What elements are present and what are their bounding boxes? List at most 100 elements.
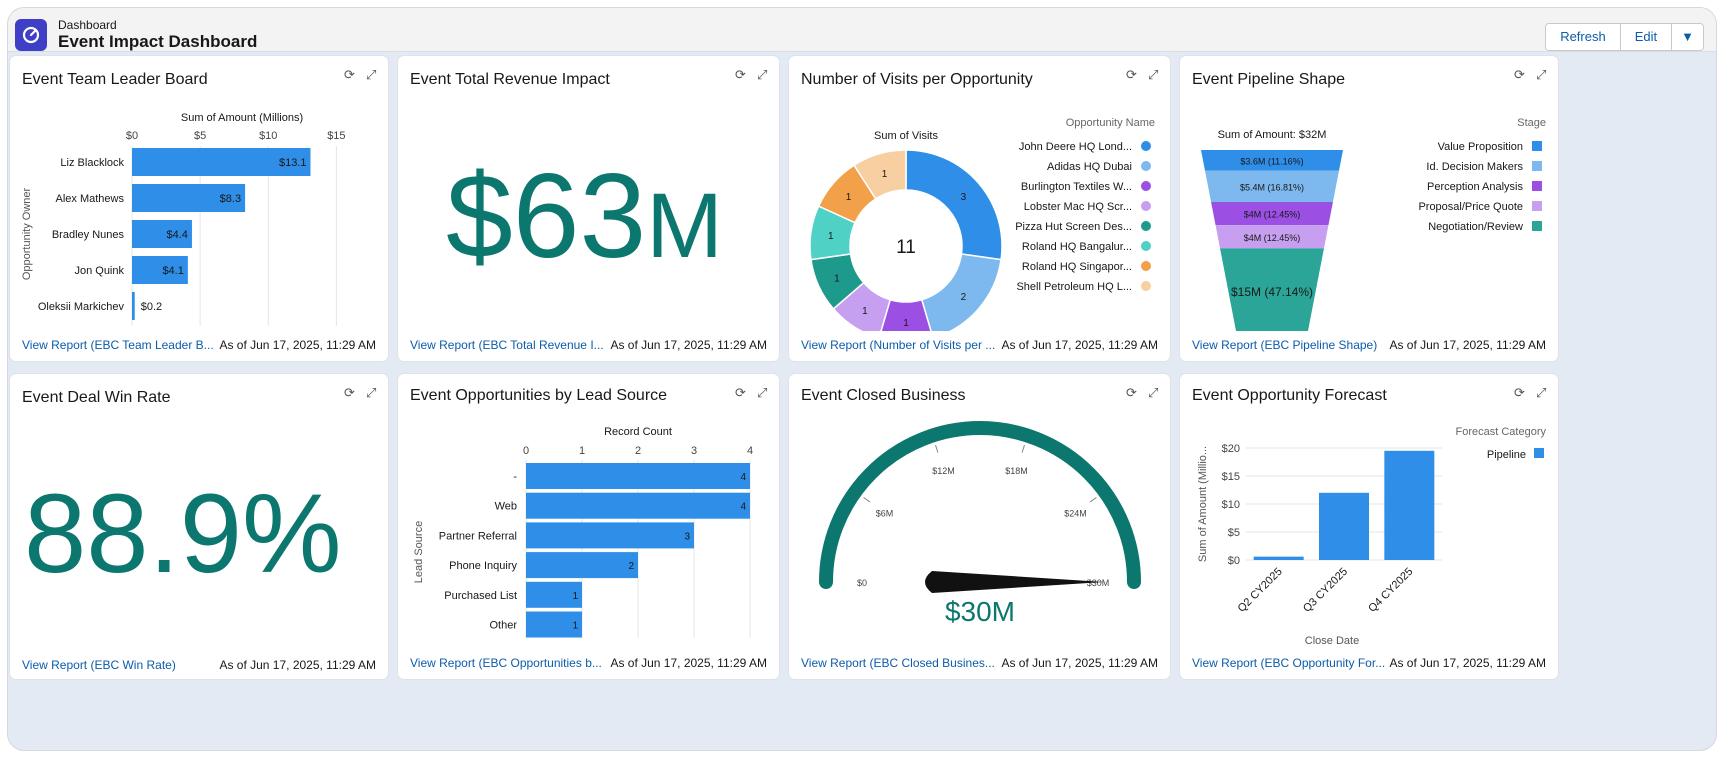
view-report-link[interactable]: View Report (EBC Team Leader B... [22,338,214,352]
slice-label: 1 [862,306,868,317]
y-tick-label: $10 [1222,499,1240,511]
expand-icon[interactable]: ⤢ [366,67,377,82]
refresh-icon[interactable]: ⟳ [1126,67,1137,82]
y-tick-label: $20 [1222,443,1240,455]
y-axis-title: Sum of Amount (Millio... [1197,446,1209,562]
view-report-link[interactable]: View Report (EBC Opportunity For... [1192,656,1386,670]
y-axis-title: Lead Source [413,521,425,583]
bar [526,611,582,638]
legend-item-label: Pipeline [1487,449,1526,461]
slice-label: 3 [961,192,967,203]
legend-item-label: Proposal/Price Quote [1418,201,1523,213]
view-report-link[interactable]: View Report (Number of Visits per ... [801,338,996,352]
bar [132,220,192,248]
category-label: Alex Mathews [56,193,125,205]
legend-swatch [1141,241,1151,251]
x-tick-label: 2 [635,445,641,457]
page-title: Event Impact Dashboard [58,32,258,51]
dashboard-app-icon [15,19,47,51]
legend-swatch [1532,161,1542,171]
bar [1319,492,1369,560]
expand-icon[interactable]: ⤢ [757,385,768,400]
dashboard-frame: Dashboard Event Impact Dashboard Refresh… [8,8,1716,750]
funnel-segment [1215,225,1329,249]
as-of-timestamp: As of Jun 17, 2025, 11:29 AM [1001,656,1158,670]
refresh-icon[interactable]: ⟳ [735,385,746,400]
refresh-icon[interactable]: ⟳ [735,67,746,82]
legend-title: Opportunity Name [1066,117,1155,129]
refresh-icon[interactable]: ⟳ [344,385,355,400]
gauge-needle [925,571,1104,593]
more-actions-button[interactable]: ▼ [1672,24,1703,50]
chart-title: Sum of Visits [874,130,938,142]
data-label: 1 [572,621,578,632]
donut-slice [920,253,1002,331]
expand-icon[interactable]: ⤢ [1148,385,1159,400]
expand-icon[interactable]: ⤢ [366,385,377,400]
legend-item-label: Burlington Textiles W... [1021,181,1132,193]
x-tick-label: Q4 CY2025 [1366,566,1415,615]
slice-label: 1 [834,274,840,285]
bar [526,463,750,489]
card-total-revenue-impact: Event Total Revenue Impact ⟳ ⤢ $63M View… [398,56,779,361]
category-label: Bradley Nunes [52,229,125,241]
card-title: Event Total Revenue Impact [410,71,610,88]
view-report-link[interactable]: View Report (EBC Win Rate) [22,658,176,672]
view-report-link[interactable]: View Report (EBC Total Revenue I... [410,338,604,352]
win-rate-metric: 88.9% [24,471,342,596]
legend-item-label: Value Proposition [1438,141,1523,153]
data-label: $0.2 [141,301,162,313]
category-label: Oleksii Markichev [38,301,125,313]
slice-label: 1 [828,231,834,242]
category-label: Web [495,501,517,513]
legend-item-label: Perception Analysis [1427,181,1523,193]
gauge-tick-label: $30M [1087,578,1110,588]
data-label: $4.4 [167,229,188,241]
gauge-tick-label: $0 [857,578,867,588]
refresh-icon[interactable]: ⟳ [344,67,355,82]
legend-swatch [1532,181,1542,191]
x-tick-label: $10 [259,130,277,142]
gauge-tick-label: $6M [876,509,894,519]
funnel-segment-label: $15M (47.14%) [1231,285,1313,299]
donut-slice [905,149,1003,261]
card-title: Event Deal Win Rate [22,389,171,406]
revenue-metric-value: $63 [446,149,647,283]
revenue-metric-unit: M [646,175,723,277]
bar [526,552,638,579]
funnel-segment-label: $3.6M (11.16%) [1240,156,1303,166]
refresh-icon[interactable]: ⟳ [1514,385,1525,400]
card-title: Number of Visits per Opportunity [801,71,1033,88]
gauge-value-label: $30M [945,596,1015,627]
edit-button[interactable]: Edit [1620,24,1673,50]
refresh-icon[interactable]: ⟳ [1514,67,1525,82]
x-tick-label: Q2 CY2025 [1236,566,1285,615]
x-tick-label: 3 [691,445,697,457]
gauge-arc [819,421,1141,589]
gauge-tick [1021,444,1025,453]
bar [526,581,582,608]
category-label: Other [489,620,517,632]
category-label: Jon Quink [74,265,124,277]
x-tick-label: 0 [523,445,529,457]
x-tick-label: $15 [327,130,345,142]
refresh-button[interactable]: Refresh [1546,24,1621,50]
card-title: Event Pipeline Shape [1192,71,1345,88]
legend-swatch [1141,261,1151,271]
as-of-timestamp: As of Jun 17, 2025, 11:29 AM [610,656,767,670]
expand-icon[interactable]: ⤢ [1536,385,1547,400]
view-report-link[interactable]: View Report (EBC Closed Busines... [801,656,995,670]
view-report-link[interactable]: View Report (EBC Pipeline Shape) [1192,338,1378,352]
category-label: Liz Blacklock [60,157,124,169]
legend-item-label: Pizza Hut Screen Des... [1015,221,1132,233]
expand-icon[interactable]: ⤢ [757,67,768,82]
view-report-link[interactable]: View Report (EBC Opportunities b... [410,656,602,670]
funnel-segment-label: $5.4M (16.81%) [1240,182,1304,192]
funnel-segment [1201,150,1343,171]
refresh-icon[interactable]: ⟳ [1126,385,1137,400]
card-title: Event Opportunity Forecast [1192,387,1387,404]
bar [132,148,311,176]
gauge-tick-label: $24M [1064,509,1087,519]
expand-icon[interactable]: ⤢ [1148,67,1159,82]
expand-icon[interactable]: ⤢ [1536,67,1547,82]
